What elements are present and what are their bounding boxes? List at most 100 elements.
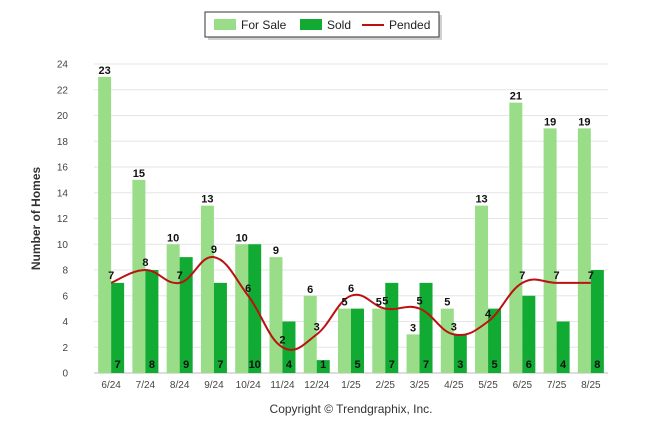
x-tick-label: 12/24 (304, 380, 329, 391)
bar-for-sale (577, 128, 591, 373)
legend-label: For Sale (241, 18, 287, 32)
label-for-sale: 10 (167, 232, 179, 244)
bar-for-sale (132, 179, 146, 373)
x-tick-label: 6/25 (513, 380, 533, 391)
y-tick-label: 0 (62, 369, 68, 380)
y-tick-label: 16 (57, 163, 69, 174)
y-tick-label: 20 (57, 111, 69, 122)
bar-sold (213, 282, 227, 373)
pended-line-group (110, 256, 591, 351)
label-pended: 3 (314, 321, 320, 333)
x-tick-label: 2/25 (376, 380, 396, 391)
label-sold: 5 (354, 359, 360, 371)
bar-for-sale (166, 244, 180, 373)
label-sold: 7 (115, 359, 121, 371)
x-tick-label: 7/24 (136, 380, 156, 391)
bar-sold (453, 334, 467, 373)
label-sold: 4 (560, 359, 567, 371)
label-for-sale: 21 (510, 91, 522, 103)
bar-for-sale (338, 308, 351, 373)
legend-label: Sold (327, 18, 351, 32)
bar-sold (385, 282, 399, 373)
bar-sold (316, 360, 330, 373)
y-tick-label: 14 (57, 188, 69, 199)
label-sold: 5 (492, 359, 498, 371)
label-sold: 7 (389, 359, 395, 371)
bar-sold (282, 321, 296, 373)
bar-for-sale (200, 205, 214, 373)
bar-sold (488, 308, 502, 373)
bar-for-sale (372, 308, 386, 373)
label-pended: 7 (554, 270, 560, 282)
label-for-sale: 13 (201, 194, 213, 206)
x-tick-label: 9/24 (204, 380, 224, 391)
label-sold: 9 (183, 359, 189, 371)
bar-for-sale (269, 257, 283, 373)
label-pended: 7 (108, 270, 114, 282)
label-pended: 6 (348, 283, 354, 295)
label-sold: 4 (286, 359, 293, 371)
x-tick-label: 5/25 (478, 380, 498, 391)
bar-for-sale (235, 244, 249, 373)
label-pended: 2 (279, 334, 285, 346)
x-tick-label: 1/25 (341, 380, 361, 391)
label-for-sale: 5 (376, 297, 382, 309)
label-for-sale: 10 (236, 232, 248, 244)
label-for-sale: 19 (544, 116, 556, 128)
bar-for-sale (475, 205, 489, 373)
label-sold: 3 (457, 359, 463, 371)
pended-line (110, 256, 591, 351)
label-pended: 6 (245, 283, 251, 295)
y-tick-label: 2 (62, 343, 68, 354)
label-for-sale: 19 (578, 116, 590, 128)
bar-sold (111, 282, 125, 373)
bar-sold (248, 244, 262, 373)
bar-sold (419, 282, 433, 373)
label-sold: 6 (526, 359, 532, 371)
bar-sold (145, 270, 159, 373)
label-pended: 7 (177, 270, 183, 282)
bar-sold (179, 257, 193, 373)
y-tick-label: 12 (57, 214, 69, 225)
label-pended: 7 (519, 270, 525, 282)
x-tick-label: 6/24 (101, 380, 121, 391)
x-tick-label: 7/25 (547, 380, 567, 391)
bar-sold (556, 321, 570, 373)
bar-for-sale (440, 308, 454, 373)
label-pended: 8 (142, 257, 148, 269)
bar-sold (590, 270, 604, 373)
label-for-sale: 9 (273, 245, 279, 257)
bar-for-sale (406, 334, 420, 373)
legend-swatch (300, 19, 322, 30)
x-axis: 6/24 7/24 8/24 9/24 10/24 11/24 12/24 1/25 2/25 3… (101, 380, 601, 391)
label-pended: 3 (451, 321, 457, 333)
x-tick-label: 10/24 (236, 380, 261, 391)
y-tick-label: 22 (57, 85, 69, 96)
y-tick-label: 18 (57, 137, 69, 148)
y-axis-label: Number of Homes (29, 167, 43, 271)
bars (98, 76, 604, 373)
bar-for-sale (98, 76, 112, 373)
label-sold: 7 (423, 359, 429, 371)
bar-sold (351, 308, 364, 373)
legend-swatch (214, 19, 236, 30)
y-tick-label: 24 (57, 60, 69, 71)
label-pended: 4 (485, 309, 492, 321)
y-tick-label: 8 (62, 266, 68, 277)
label-for-sale: 13 (475, 194, 487, 206)
y-tick-label: 10 (57, 240, 69, 251)
bar-for-sale (509, 102, 523, 373)
x-tick-label: 4/25 (444, 380, 464, 391)
label-sold: 1 (320, 359, 326, 371)
bar-for-sale (303, 295, 317, 373)
label-for-sale: 3 (410, 322, 416, 334)
copyright-credit: Copyright © Trendgraphix, Inc. (270, 402, 433, 416)
y-tick-label: 4 (62, 317, 68, 328)
legend-item-pended: Pended (362, 18, 430, 32)
label-sold: 7 (217, 359, 223, 371)
legend-item-sold: Sold (300, 18, 351, 32)
x-tick-label: 8/25 (581, 380, 601, 391)
